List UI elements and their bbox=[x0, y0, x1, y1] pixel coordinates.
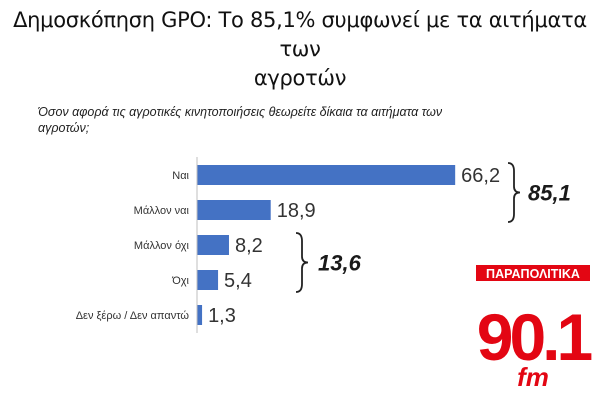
bar bbox=[197, 305, 203, 325]
bar bbox=[197, 200, 271, 220]
headline-line-2: αγροτών bbox=[253, 66, 347, 90]
headline-line-1: Δημοσκόπηση GPO: Το 85,1% συμφωνεί με τα… bbox=[13, 8, 587, 61]
logo-main-text: 90.1 bbox=[477, 300, 592, 374]
category-label: Όχι bbox=[171, 275, 189, 287]
category-label: Μάλλον όχι bbox=[134, 240, 190, 252]
value-label: 66,2 bbox=[461, 165, 500, 187]
value-label: 5,4 bbox=[224, 270, 252, 292]
chart-question-line-1: Όσον αφορά τις αγροτικές κινητοποιήσεις … bbox=[38, 105, 443, 119]
logo-sub-text: fm bbox=[517, 362, 549, 390]
headline: Δημοσκόπηση GPO: Το 85,1% συμφωνεί με τα… bbox=[0, 6, 600, 93]
parapolitika-logo: ΠΑΡΑΠΟΛΙΤΙΚΑ 90.1 fm bbox=[476, 265, 592, 390]
category-label: Δεν ξέρω / Δεν απαντώ bbox=[76, 310, 190, 322]
logo-top-text: ΠΑΡΑΠΟΛΙΤΙΚΑ bbox=[486, 267, 580, 281]
group-total-label: 13,6 bbox=[318, 251, 362, 276]
bar bbox=[197, 270, 219, 290]
category-label: Ναι bbox=[172, 170, 189, 182]
group-brace bbox=[507, 162, 521, 223]
bar bbox=[197, 165, 456, 185]
bar bbox=[197, 235, 229, 255]
value-label: 18,9 bbox=[277, 200, 316, 222]
group-total-label: 85,1 bbox=[528, 181, 571, 206]
category-label: Μάλλον ναι bbox=[134, 205, 190, 217]
group-brace bbox=[295, 232, 309, 293]
chart-question-line-2: αγροτών; bbox=[38, 121, 90, 135]
value-label: 8,2 bbox=[235, 235, 263, 257]
logo-top-band bbox=[476, 265, 590, 281]
chart-question: Όσον αφορά τις αγροτικές κινητοποιήσεις … bbox=[38, 104, 528, 136]
value-label: 1,3 bbox=[208, 305, 236, 327]
